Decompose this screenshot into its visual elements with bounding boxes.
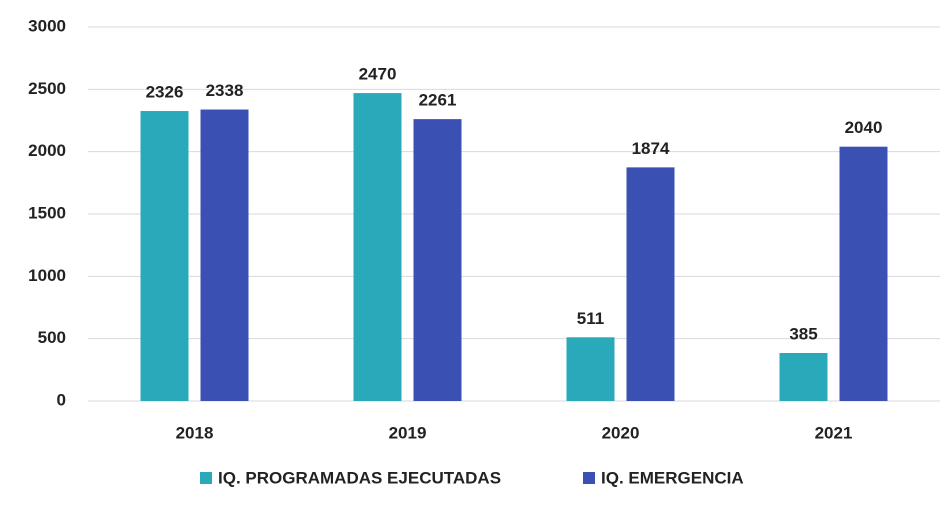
data-label: 2470 bbox=[359, 65, 397, 84]
data-label: 511 bbox=[577, 309, 604, 328]
legend-label: IQ. EMERGENCIA bbox=[601, 468, 744, 487]
y-tick-label: 1500 bbox=[28, 203, 66, 222]
bar bbox=[413, 119, 462, 402]
data-label: 2261 bbox=[419, 91, 457, 110]
x-tick-label: 2019 bbox=[389, 423, 427, 442]
data-label: 385 bbox=[789, 324, 817, 343]
data-label: 1874 bbox=[632, 139, 670, 158]
data-label: 2338 bbox=[206, 81, 244, 100]
bar bbox=[200, 109, 249, 402]
bar bbox=[140, 111, 189, 401]
bar bbox=[839, 146, 888, 401]
y-tick-label: 3000 bbox=[28, 16, 66, 35]
bar bbox=[353, 93, 402, 401]
y-tick-label: 500 bbox=[38, 328, 66, 347]
x-tick-label: 2018 bbox=[176, 423, 214, 442]
x-tick-label: 2021 bbox=[815, 423, 853, 442]
bar bbox=[626, 167, 675, 401]
legend-swatch bbox=[200, 472, 212, 484]
bar bbox=[779, 353, 828, 401]
data-label: 2326 bbox=[146, 83, 184, 102]
y-tick-label: 1000 bbox=[28, 266, 66, 285]
data-label: 2040 bbox=[845, 118, 883, 137]
bar bbox=[566, 337, 615, 401]
legend-label: IQ. PROGRAMADAS EJECUTADAS bbox=[218, 468, 501, 487]
y-tick-label: 2000 bbox=[28, 141, 66, 160]
y-tick-label: 0 bbox=[57, 390, 66, 409]
x-tick-label: 2020 bbox=[602, 423, 640, 442]
legend-swatch bbox=[583, 472, 595, 484]
y-tick-label: 2500 bbox=[28, 79, 66, 98]
